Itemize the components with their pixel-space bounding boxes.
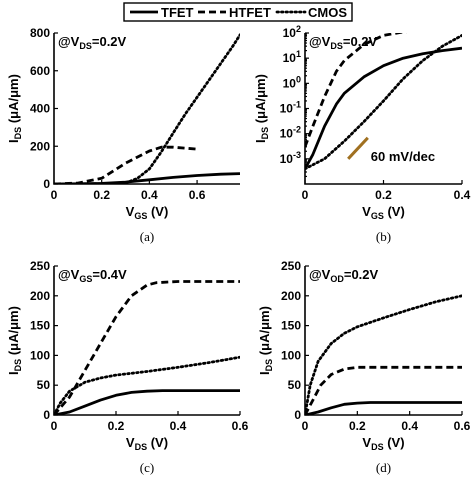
- y-tick-label: 800: [30, 26, 50, 40]
- x-axis-title: VDS (V): [126, 435, 168, 452]
- x-tick-label: 0.2: [375, 188, 392, 202]
- x-axis-title: VGS (V): [362, 204, 405, 221]
- y-tick-label: 250: [281, 259, 301, 273]
- series-cmos-line: [305, 34, 462, 171]
- legend-box: [123, 2, 353, 22]
- panel-caption: (d): [376, 460, 391, 475]
- y-tick-label: 200: [30, 289, 50, 303]
- series-tfet-line: [54, 389, 240, 415]
- y-tick-label: 100: [281, 348, 301, 362]
- y-tick-label: 0: [294, 408, 301, 422]
- legend-tfet-label: TFET: [161, 5, 194, 20]
- panel-c: 0 0.2 0.4 0.6 0 50 100 150 200 250 @VGS=0.4V IDS (μ…: [6, 259, 249, 475]
- x-tick-label: 0.6: [454, 419, 471, 433]
- y-axis-title: IDS (μA/μm): [253, 74, 270, 143]
- x-axis-title: VDS (V): [362, 435, 404, 452]
- legend-cmos-label: CMOS: [308, 5, 347, 20]
- y-tick-label: 150: [30, 319, 50, 333]
- legend-htfet-label: HTFET: [229, 5, 271, 20]
- condition-label: @VDS=0.2V: [58, 34, 127, 51]
- y-axis-title: IDS (μA/μm): [6, 74, 23, 143]
- x-tick-label: 0: [302, 188, 309, 202]
- x-tick-label: 0.4: [141, 188, 158, 202]
- series-cmos-line: [54, 33, 240, 184]
- x-tick-label: 0: [302, 419, 309, 433]
- series-htfet-line: [305, 365, 462, 415]
- y-axis-title: IDS (μA/μm): [257, 306, 274, 375]
- x-tick-label: 0.4: [170, 419, 187, 433]
- series-htfet-line: [54, 145, 198, 184]
- y-tick-label: 102: [283, 24, 301, 40]
- y-tick-label: 101: [283, 49, 301, 65]
- panel-d: 0 0.2 0.4 0.6 0 50 100 150 200 250 @VOD=0.2V IDS (μ…: [257, 259, 471, 475]
- panel-a: 0 0.2 0.4 0.6 0 200 400 600 800 @VDS=0.2V IDS (μA/…: [6, 26, 240, 244]
- panel-caption: (a): [140, 229, 154, 244]
- y-tick-label: 100: [30, 348, 50, 362]
- x-tick-label: 0.2: [93, 188, 110, 202]
- condition-label: @VDS=0.2V: [309, 34, 378, 51]
- legend: TFET HTFET CMOS: [123, 2, 353, 22]
- panel-a-axes: [53, 33, 240, 185]
- y-tick-label: 10-3: [280, 150, 301, 166]
- panel-b: 0 0.2 0.4 10-3 10-2 10-1 100 101 102 60 mV/dec @VD…: [253, 24, 471, 244]
- x-tick-label: 0.4: [454, 188, 471, 202]
- y-tick-label: 250: [30, 259, 50, 273]
- condition-label: @VOD=0.2V: [309, 267, 379, 284]
- x-tick-label: 0: [51, 419, 58, 433]
- y-tick-label: 0: [43, 408, 50, 422]
- slope-annotation-label: 60 mV/dec: [371, 149, 435, 164]
- x-tick-label: 0.6: [232, 419, 249, 433]
- panel-caption: (c): [140, 460, 154, 475]
- y-tick-label: 10-1: [280, 100, 301, 116]
- y-tick-label: 100: [283, 74, 301, 90]
- series-cmos-line: [54, 355, 240, 415]
- series-tfet-line: [305, 401, 462, 415]
- panel-d-axes: [304, 266, 462, 416]
- y-tick-label: 200: [30, 139, 50, 153]
- panel-caption: (b): [376, 229, 391, 244]
- slope-reference-line: [347, 136, 369, 160]
- y-tick-label: 150: [281, 319, 301, 333]
- y-tick-label: 0: [43, 177, 50, 191]
- y-tick-label: 200: [281, 289, 301, 303]
- x-axis-title: VGS (V): [126, 204, 169, 221]
- y-tick-label: 50: [288, 378, 302, 392]
- series-cmos-line: [305, 294, 462, 415]
- y-axis-title: IDS (μA/μm): [6, 306, 23, 375]
- x-tick-label: 0.4: [401, 419, 418, 433]
- series-htfet-line: [54, 280, 240, 415]
- series-tfet-line: [305, 46, 462, 170]
- y-tick-label: 10-2: [280, 125, 301, 141]
- y-tick-label: 600: [30, 64, 50, 78]
- y-tick-label: 50: [37, 378, 51, 392]
- x-tick-label: 0.2: [349, 419, 366, 433]
- x-tick-label: 0.2: [108, 419, 125, 433]
- panels: 0 0.2 0.4 0.6 0 200 400 600 800 @VDS=0.2V IDS (μA/…: [6, 24, 471, 475]
- condition-label: @VGS=0.4V: [58, 267, 127, 284]
- x-tick-label: 0: [51, 188, 58, 202]
- y-tick-label: 400: [30, 102, 50, 116]
- x-tick-label: 0.6: [189, 188, 206, 202]
- panel-c-axes: [53, 266, 240, 416]
